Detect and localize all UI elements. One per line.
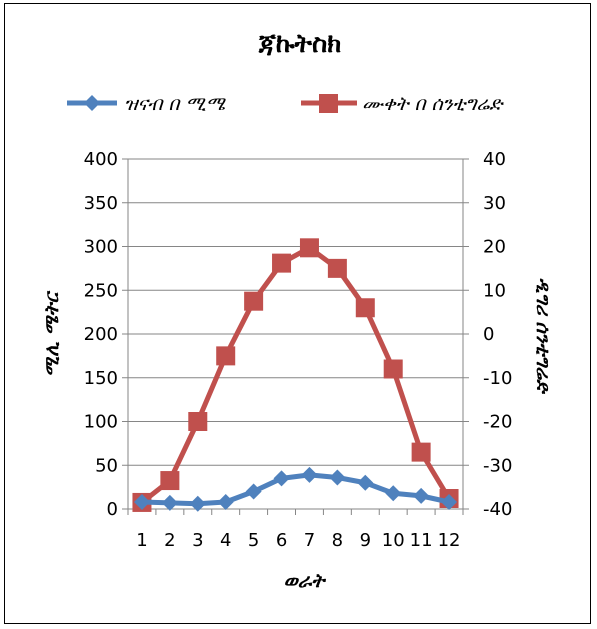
left-tick-label: 100 (84, 412, 118, 433)
data-point (272, 253, 292, 273)
left-axis-ticks: 0 50 100 150 200 250 300 350 400 (84, 149, 128, 520)
right-tick-label: -30 (483, 455, 512, 476)
left-tick-label: 0 (107, 499, 118, 520)
legend-temperature-label: ሙቀት በ ሰንቲግሬድ (362, 93, 504, 115)
data-point (273, 470, 290, 487)
data-point (299, 238, 319, 258)
legend-rainfall-marker (84, 95, 100, 111)
right-tick-label: 40 (483, 149, 506, 170)
data-point (216, 346, 236, 366)
right-tick-label: -10 (483, 368, 512, 389)
left-tick-label: 300 (84, 237, 118, 258)
x-axis-title: ወራት (284, 570, 327, 592)
right-tick-label: 0 (483, 324, 494, 345)
data-point (244, 291, 264, 311)
x-tick-label: 5 (248, 530, 259, 551)
series-1 (132, 238, 459, 512)
data-point (329, 469, 346, 486)
legend-rainfall-label: ዝናብ በ ሚሜ (124, 93, 226, 115)
data-point (217, 494, 234, 510)
series-line-0 (141, 472, 450, 507)
data-point (189, 495, 206, 512)
data-point (383, 359, 403, 379)
x-tick-label: 12 (438, 530, 461, 551)
right-tick-label: -40 (483, 499, 512, 520)
right-tick-label: 30 (483, 193, 506, 214)
legend: ዝናብ በ ሚሜ ሙቀት በ ሰንቲግሬድ (67, 93, 504, 115)
right-tick-label: 10 (483, 280, 506, 301)
data-point (411, 442, 431, 462)
data-point (385, 485, 402, 502)
gridlines (128, 158, 463, 466)
legend-temperature-marker (319, 94, 338, 113)
x-tick-label: 6 (276, 530, 287, 551)
series-0 (133, 466, 458, 512)
right-tick-label: -20 (483, 412, 512, 433)
x-tick-label: 8 (332, 530, 343, 551)
x-tick-label: 4 (220, 530, 231, 551)
data-point (355, 298, 375, 318)
chart-frame (4, 3, 591, 624)
data-point (327, 258, 347, 278)
left-tick-label: 200 (84, 324, 118, 345)
y-axis-title: ሚሊ ሜትር (41, 290, 63, 377)
x-tick-label: 1 (136, 530, 147, 551)
data-point (413, 487, 430, 504)
data-point (357, 474, 374, 491)
series-line-1 (140, 245, 452, 505)
x-tick-label: 10 (382, 530, 405, 551)
series-layer (132, 238, 459, 512)
x-tick-label: 3 (192, 530, 203, 551)
chart-title: ጃኩትስክ (258, 29, 342, 59)
data-point (160, 471, 180, 491)
left-tick-label: 150 (84, 368, 118, 389)
right-axis-ticks: -40 -30 -20 -10 0 10 20 30 40 (463, 149, 512, 520)
right-tick-label: 20 (483, 237, 506, 258)
left-tick-label: 250 (84, 280, 118, 301)
data-point (161, 494, 178, 511)
left-tick-label: 50 (95, 455, 118, 476)
data-point (188, 412, 208, 431)
x-tick-label: 7 (304, 530, 315, 551)
x-tick-label: 9 (360, 530, 371, 551)
left-tick-label: 350 (84, 193, 118, 214)
y2-axis-title: ዲግሪ ሰንቲግሬድ (532, 278, 554, 395)
x-tick-label: 2 (164, 530, 175, 551)
x-axis-ticks: 1 2 3 4 5 6 7 8 9 10 11 12 (127, 509, 464, 551)
left-tick-label: 400 (84, 149, 118, 170)
x-tick-label: 11 (410, 530, 433, 551)
data-point (301, 466, 318, 483)
data-point (245, 483, 262, 500)
data-point (441, 494, 458, 510)
data-point (133, 494, 150, 510)
